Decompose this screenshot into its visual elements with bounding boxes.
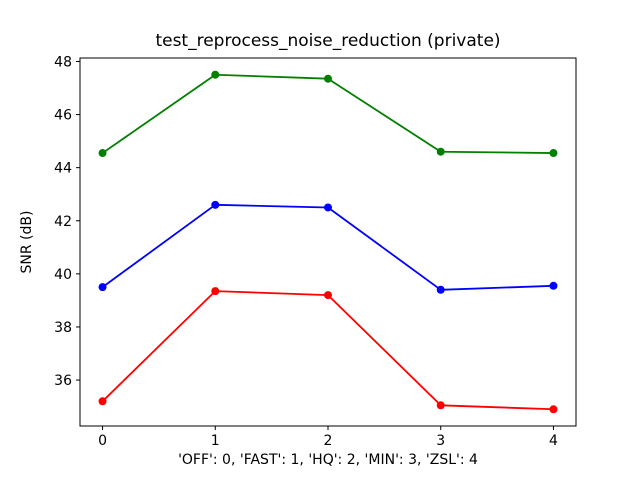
y-tick-label: 40 xyxy=(54,267,72,283)
y-tick-label: 46 xyxy=(54,108,72,124)
x-tick-label: 2 xyxy=(324,433,333,449)
green-series-marker xyxy=(98,149,107,158)
y-tick-label: 38 xyxy=(54,320,72,336)
red-series-marker xyxy=(211,287,220,296)
green-series-marker xyxy=(549,149,558,158)
red-series-marker xyxy=(436,401,445,410)
blue-series-marker xyxy=(436,285,445,294)
x-tick-label: 0 xyxy=(98,433,107,449)
red-series-marker xyxy=(324,291,332,300)
blue-series-marker xyxy=(211,200,220,209)
x-tick-label: 3 xyxy=(436,433,445,449)
green-series-marker xyxy=(436,147,445,156)
x-axis-label: 'OFF': 0, 'FAST': 1, 'HQ': 2, 'MIN': 3, … xyxy=(178,452,478,468)
red-series-marker xyxy=(98,397,107,406)
blue-series-marker xyxy=(324,203,332,212)
blue-series-marker xyxy=(549,281,558,290)
green-series-marker xyxy=(211,70,220,79)
green-series-line xyxy=(102,73,554,154)
chart-title: test_reprocess_noise_reduction (private) xyxy=(155,31,501,51)
y-tick-label: 48 xyxy=(54,54,72,70)
y-tick-label: 42 xyxy=(54,214,72,230)
y-tick-label: 36 xyxy=(54,373,72,389)
blue-series-line xyxy=(102,203,554,291)
x-tick-label: 4 xyxy=(549,433,558,449)
axes-frame xyxy=(79,57,577,427)
green-series-marker xyxy=(324,74,332,83)
y-tick-label: 44 xyxy=(54,161,72,177)
red-series-marker xyxy=(549,405,558,414)
red-series-line xyxy=(101,290,554,411)
x-tick-label: 1 xyxy=(211,433,220,449)
blue-series-marker xyxy=(98,283,107,292)
